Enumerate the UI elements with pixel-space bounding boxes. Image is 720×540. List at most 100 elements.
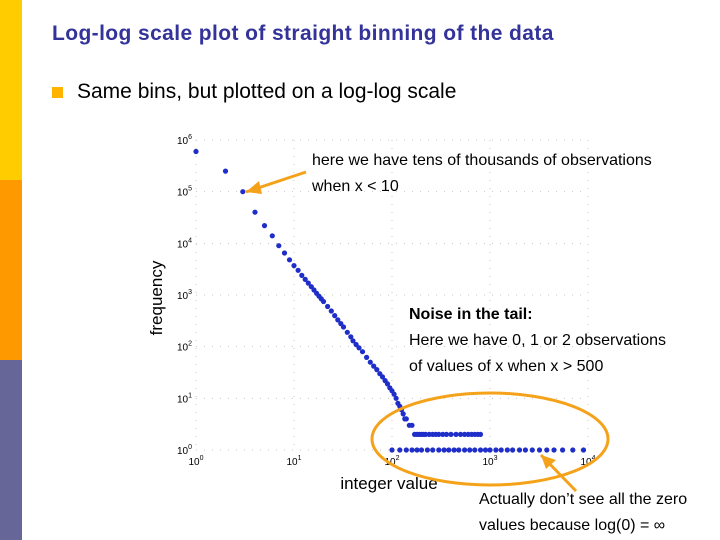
sidebar-segment-yellow [0,0,22,180]
data-point [281,250,288,256]
data-point [391,391,397,397]
data-point [291,263,297,269]
x-axis-label: integer value [340,474,437,493]
data-point [397,447,403,453]
data-point [403,447,409,453]
data-point [477,431,484,437]
zero-annotation-arrowhead [541,455,556,469]
tail-highlight-ellipse [370,391,610,487]
data-point [335,317,341,323]
tick-label: 103 [482,455,497,468]
tick-label: 104 [580,455,595,468]
bullet-square-icon [52,86,63,98]
data-point [299,272,305,278]
data-point [441,447,447,453]
data-point [436,431,442,437]
noise-annotation-line2: of values of x when x > 500 [409,358,604,375]
data-point [467,447,473,453]
tick-label: 100 [188,455,203,468]
data-point [448,431,454,437]
data-point [570,447,576,453]
data-point [409,447,415,453]
data-point [477,447,484,453]
data-point [443,431,450,437]
data-point [424,447,430,453]
sidebar-segment-orange [0,180,22,360]
data-point [348,334,354,340]
data-point [487,447,493,453]
tick-label: 106 [177,134,192,147]
bullet-item: Same bins, but plotted on a log-log scal… [52,80,456,104]
data-point [269,233,275,239]
data-point [222,168,229,174]
tick-label: 103 [177,289,192,302]
data-point [344,329,350,335]
data-point [193,148,199,155]
data-point [320,298,327,305]
data-point [462,431,468,437]
data-point [423,431,429,437]
data-point [367,359,373,365]
top-annotation: here we have tens of thousands of observ… [312,148,652,200]
data-point [544,447,550,453]
data-point [276,243,282,249]
data-point [384,381,391,387]
data-point [456,447,462,453]
y-axis-label: frequency [147,260,166,335]
zero-annotation: Actually don’t see all the zero values b… [479,487,687,539]
tick-label: 100 [177,444,192,457]
data-point [305,280,311,286]
data-point [430,447,436,453]
noise-annotation-line1: Here we have 0, 1 or 2 observations [409,332,667,349]
data-point [374,367,380,373]
data-point [240,189,246,195]
data-point [536,447,543,453]
tick-label: 104 [177,237,192,250]
data-point [551,447,557,453]
bullet-text: Same bins, but plotted on a log-log scal… [77,80,457,103]
tick-label: 101 [177,392,192,405]
data-point [356,345,362,351]
data-point [414,447,420,453]
top-annotation-line1: here we have tens of thousands of observ… [312,152,652,169]
data-point [446,447,452,453]
data-point [350,338,356,344]
data-point [325,303,331,310]
data-point [379,374,386,380]
data-point [522,447,529,453]
data-point [462,447,468,453]
chart-points [193,148,587,453]
zero-annotation-line1: Actually don’t see all the zero [479,491,688,508]
sidebar-decoration [0,0,22,540]
data-point [295,267,301,273]
data-point [261,223,268,229]
data-point [509,447,516,453]
data-point [302,276,308,282]
data-point [403,416,409,422]
zero-annotation-line2: values because log(0) = ∞ [479,517,666,534]
top-annotation-arrowhead [246,181,262,194]
data-point [332,313,338,319]
data-point [340,324,347,330]
data-point [498,447,504,453]
data-point [529,447,535,453]
data-point [560,447,566,453]
data-point [453,431,459,437]
tick-label: 101 [286,455,301,468]
noise-annotation: Noise in the tail: Here we have 0, 1 or … [409,302,666,380]
data-point [436,447,442,453]
tick-label: 105 [177,186,192,199]
data-point [482,447,489,453]
data-point [389,447,395,453]
data-point [371,363,377,369]
sidebar-segment-purple [0,360,22,540]
data-point [393,395,399,401]
top-annotation-line2: when x < 10 [312,178,399,195]
slide-title: Log-log scale plot of straight binning o… [52,22,554,45]
y-axis-ticks: 100 101 102 103 104 105 106 [177,134,192,457]
annotation-shapes [245,170,610,493]
data-point [493,447,499,453]
data-point [252,209,258,215]
data-point [328,308,334,314]
